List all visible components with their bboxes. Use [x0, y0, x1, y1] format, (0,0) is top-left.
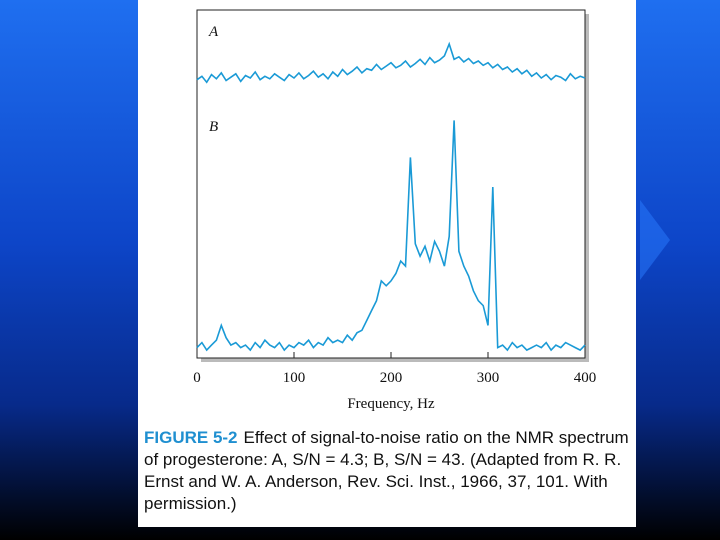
panel-label: A [208, 24, 219, 40]
chart: Frequency, Hz 0 100 200 300 400 A B [193, 9, 597, 412]
x-tick-label: 400 [574, 370, 597, 386]
x-tick-label: 200 [380, 370, 403, 386]
figure-label: FIGURE 5-2 [144, 428, 238, 447]
x-axis-title: Frequency, Hz [347, 396, 435, 412]
x-tick-label: 300 [477, 370, 500, 386]
decoration-shape [640, 200, 670, 280]
figure-panel: Frequency, Hz 0 100 200 300 400 A B FIGURE 5-2… [138, 0, 636, 527]
spectrum-line [196, 120, 586, 352]
x-tick-label: 100 [283, 370, 306, 386]
x-tick-label: 0 [193, 370, 201, 386]
plot-frame [196, 9, 586, 359]
panel-label: B [209, 119, 218, 135]
spectrum-line [196, 41, 586, 84]
caption: FIGURE 5-2 Effect of signal-to-noise rati… [144, 427, 632, 515]
caption-text: Effect of signal-to-noise ratio on the N… [144, 428, 629, 513]
